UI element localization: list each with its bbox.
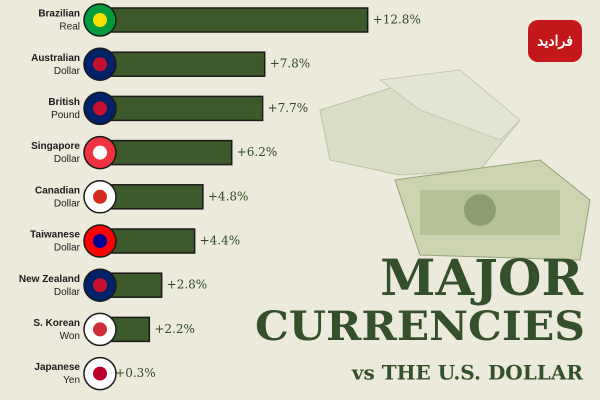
bar bbox=[103, 7, 369, 33]
category-label: Dollar bbox=[54, 154, 81, 165]
category-label: Real bbox=[59, 22, 80, 33]
bar bbox=[103, 95, 264, 122]
category-label: Yen bbox=[63, 375, 80, 386]
flag-emblem bbox=[93, 322, 107, 337]
value-label: +2.8% bbox=[167, 278, 208, 292]
money-illustration bbox=[319, 69, 591, 261]
flag-emblem bbox=[93, 278, 107, 293]
category-label: Singapore bbox=[31, 141, 80, 152]
logo-badge: فرادید bbox=[528, 20, 582, 62]
chart-subtitle: vs THE U.S. DOLLAR bbox=[351, 361, 583, 385]
flag-emblem bbox=[93, 57, 107, 72]
bar bbox=[103, 184, 204, 210]
value-label: +7.8% bbox=[270, 57, 311, 71]
value-label: +6.2% bbox=[237, 145, 278, 159]
category-label: Won bbox=[60, 331, 80, 342]
category-label: New Zealand bbox=[19, 274, 80, 285]
category-label: Brazilian bbox=[38, 9, 80, 20]
bar bbox=[103, 51, 266, 77]
category-label: Dollar bbox=[54, 66, 81, 77]
flag-emblem bbox=[93, 101, 107, 116]
flag-emblem bbox=[93, 145, 107, 160]
category-label: Pound bbox=[51, 110, 80, 121]
value-label: +4.8% bbox=[208, 189, 249, 203]
category-label: Taiwanese bbox=[30, 230, 80, 241]
category-label: S. Korean bbox=[33, 318, 80, 329]
bar bbox=[103, 228, 196, 254]
flag-emblem bbox=[93, 234, 107, 248]
logo: فرادید bbox=[537, 33, 573, 50]
category-label: British bbox=[48, 97, 80, 108]
category-label: Dollar bbox=[54, 287, 81, 298]
value-label: +12.8% bbox=[373, 13, 421, 27]
category-label: Canadian bbox=[35, 185, 80, 196]
category-label: Australian bbox=[31, 53, 80, 64]
bar bbox=[103, 139, 233, 166]
value-label: +4.4% bbox=[200, 234, 241, 248]
flag-emblem bbox=[93, 366, 107, 381]
chart-title-line2: CURRENCIES bbox=[255, 303, 585, 350]
value-label: +2.2% bbox=[154, 322, 195, 336]
flag-emblem bbox=[93, 189, 107, 204]
value-label: +0.3% bbox=[115, 366, 156, 380]
category-label: Dollar bbox=[54, 243, 81, 254]
chart-title: MAJOR bbox=[380, 248, 583, 307]
flag-emblem bbox=[93, 13, 107, 27]
value-label: +7.7% bbox=[268, 101, 309, 115]
category-label: Dollar bbox=[54, 198, 81, 209]
category-label: Japanese bbox=[34, 362, 80, 373]
